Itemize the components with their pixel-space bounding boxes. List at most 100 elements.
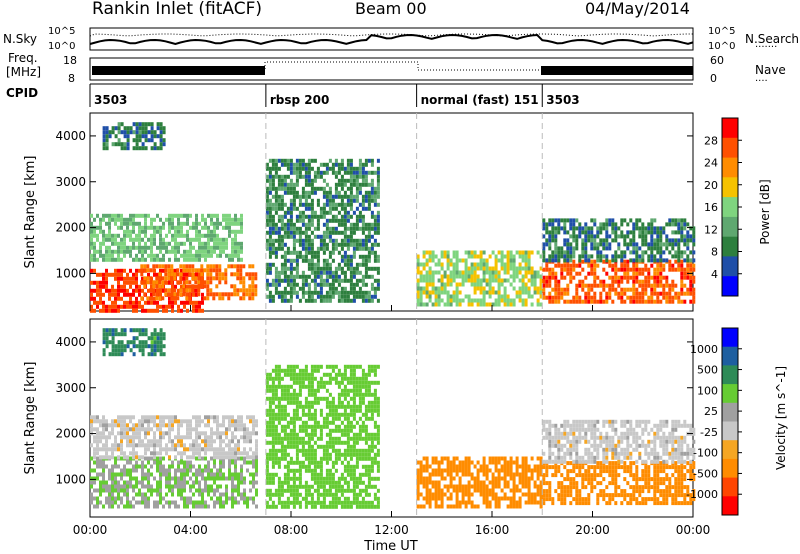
cell <box>265 488 269 493</box>
cell <box>310 392 314 397</box>
cell <box>620 295 624 300</box>
cell <box>304 242 308 247</box>
cell <box>316 424 320 429</box>
cell <box>255 419 258 424</box>
cell <box>120 456 123 461</box>
cell <box>239 280 243 285</box>
cell <box>319 364 323 369</box>
colorbar-tick-label: 20 <box>704 179 718 192</box>
cell <box>174 233 177 238</box>
colorbar-tick-label: 28 <box>704 134 718 147</box>
cell <box>316 436 320 441</box>
cell <box>334 456 338 461</box>
cell <box>527 278 531 283</box>
cell <box>349 372 353 377</box>
cell <box>102 435 105 440</box>
cell <box>144 427 147 432</box>
cell <box>183 272 186 277</box>
cell <box>334 182 338 187</box>
cell <box>271 444 275 449</box>
cell <box>126 225 129 230</box>
cell <box>126 304 129 309</box>
cell <box>268 262 272 267</box>
cell <box>602 222 606 227</box>
cell <box>96 213 99 218</box>
cell <box>271 294 275 299</box>
cell <box>216 245 219 250</box>
cell <box>343 452 347 457</box>
cell <box>135 130 139 135</box>
cell <box>509 258 513 263</box>
cell <box>343 440 347 445</box>
cell <box>322 484 326 489</box>
cell <box>111 419 114 424</box>
cell <box>280 424 284 429</box>
cell <box>322 488 326 493</box>
cell <box>572 259 576 264</box>
cell <box>243 439 246 444</box>
cell <box>367 298 371 303</box>
cell <box>117 233 120 238</box>
cell <box>563 263 567 268</box>
cell <box>156 304 159 309</box>
cell <box>349 376 353 381</box>
cell <box>268 420 272 425</box>
cell <box>183 464 186 469</box>
cell <box>325 432 329 437</box>
cell <box>307 294 311 299</box>
cell <box>590 226 594 231</box>
cell <box>500 282 504 287</box>
cell <box>105 253 108 258</box>
colorbar-tick-label: 4 <box>711 268 718 281</box>
cell <box>277 274 281 279</box>
cell <box>340 230 344 235</box>
cell <box>192 447 195 452</box>
cell <box>150 472 153 477</box>
cell <box>298 384 302 389</box>
cell <box>171 488 174 493</box>
cell <box>349 504 353 509</box>
cell <box>644 230 648 235</box>
cell <box>440 278 444 283</box>
cell <box>201 439 204 444</box>
cell <box>114 292 117 297</box>
cell <box>422 290 426 295</box>
cell <box>479 262 483 267</box>
cell <box>343 416 347 421</box>
cell <box>192 500 195 505</box>
cell <box>96 427 99 432</box>
cell <box>542 291 546 296</box>
cell <box>337 250 341 255</box>
cell <box>521 282 525 287</box>
cell <box>617 267 621 272</box>
cell <box>265 476 269 481</box>
cell <box>686 263 690 268</box>
cell <box>231 488 234 493</box>
cell <box>147 308 150 313</box>
cell <box>593 222 597 227</box>
cell <box>180 225 183 230</box>
cell <box>331 162 335 167</box>
cell <box>201 472 204 477</box>
cell <box>458 290 462 295</box>
cell <box>153 451 156 456</box>
cell <box>292 206 296 211</box>
cell <box>650 250 654 255</box>
cell <box>671 287 675 292</box>
cell <box>325 234 329 239</box>
cell <box>665 246 669 251</box>
cell <box>578 226 582 231</box>
cell <box>252 500 255 505</box>
cell <box>225 221 228 226</box>
cell <box>340 376 344 381</box>
cell <box>96 447 99 452</box>
cell <box>286 218 290 223</box>
cell <box>105 451 108 456</box>
cell <box>120 225 123 230</box>
cell <box>123 126 127 131</box>
cell <box>355 294 359 299</box>
cell <box>141 480 144 485</box>
cell <box>491 278 495 283</box>
cell <box>255 443 258 448</box>
cell <box>105 130 109 135</box>
